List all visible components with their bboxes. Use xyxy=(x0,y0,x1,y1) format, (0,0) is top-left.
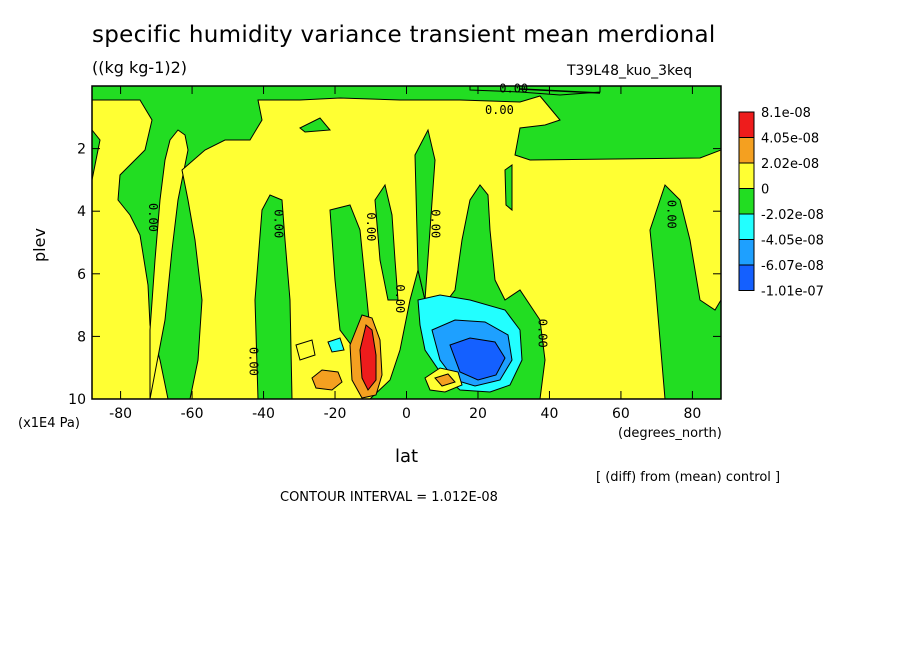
y-tick-label: 10 xyxy=(68,392,86,408)
legend-label: -1.01e-07 xyxy=(761,285,824,300)
legend-swatch xyxy=(738,188,755,215)
units-label: ((kg kg-1)2) xyxy=(92,58,188,77)
legend-swatch xyxy=(738,239,755,266)
contour-label: 0.00 xyxy=(246,347,260,376)
field-orange-left-blob xyxy=(311,369,343,391)
legend-label: -4.05e-08 xyxy=(761,234,824,249)
field-red-column xyxy=(359,324,377,391)
y-ticks: 2 4 6 8 10 xyxy=(68,142,721,408)
x-tick-label: -40 xyxy=(252,406,275,422)
x-ticks: -80 -60 -40 -20 0 20 40 60 80 xyxy=(109,86,701,422)
legend-label: 0 xyxy=(761,183,769,198)
diff-note: [ (diff) from (mean) control ] xyxy=(596,470,781,485)
legend-label: -6.07e-08 xyxy=(761,259,824,274)
field-green-island-4 xyxy=(414,128,436,301)
x-tick-label: 80 xyxy=(683,406,701,422)
x-tick-label: 60 xyxy=(612,406,630,422)
x-tick-label: 20 xyxy=(469,406,487,422)
field-orange-lump-10 xyxy=(434,373,456,387)
field-yellow-southwest xyxy=(149,129,189,399)
contour-interval-label: CONTOUR INTERVAL = 1.012E-08 xyxy=(280,490,498,505)
contour-labels: 0.00 0.00 0.00 0.00 0.00 0.00 0.00 0.00 0.00 0.00 xyxy=(146,81,678,376)
contour-label: 0.00 xyxy=(499,81,528,95)
legend-label: 4.05e-08 xyxy=(761,132,819,147)
y-tick-label: 4 xyxy=(77,204,86,220)
x-axis-units: (degrees_north) xyxy=(618,426,722,441)
legend-swatch xyxy=(738,162,755,189)
y-axis-label: plev xyxy=(30,228,49,262)
contour-label: 0.00 xyxy=(364,212,378,241)
x-tick-label: 0 xyxy=(402,406,411,422)
x-tick-label: -60 xyxy=(181,406,204,422)
contour-label: 0.00 xyxy=(146,203,160,232)
field-yellow-left-patch xyxy=(295,339,316,361)
run-id-label: T39L48_kuo_3keq xyxy=(567,63,693,79)
y-scale-note: (x1E4 Pa) xyxy=(18,416,80,431)
legend-swatch xyxy=(738,137,755,164)
legend-label: 2.02e-08 xyxy=(761,157,819,172)
contour-label: 0.00 xyxy=(536,319,550,348)
field-top-line xyxy=(519,88,601,94)
field-green-island-5 xyxy=(504,164,513,212)
legend-swatch xyxy=(738,111,755,138)
x-tick-label: -20 xyxy=(324,406,347,422)
field-blue-region xyxy=(449,337,506,381)
y-tick-label: 2 xyxy=(77,142,86,158)
contour-label: 0.00 xyxy=(429,209,443,238)
field-green-island-3 xyxy=(374,183,399,301)
contour-label: 0.00 xyxy=(271,209,285,238)
x-axis-label: lat xyxy=(395,446,419,467)
x-tick-label: -80 xyxy=(109,406,132,422)
legend-label: -2.02e-08 xyxy=(761,208,824,223)
contour-label: 0.00 xyxy=(485,103,514,117)
y-tick-label: 8 xyxy=(77,329,86,345)
y-tick-label: 6 xyxy=(77,267,86,283)
x-tick-label: 40 xyxy=(541,406,559,422)
field-cyan-small xyxy=(327,337,345,353)
legend-swatch xyxy=(738,213,755,240)
legend-label: 8.1e-08 xyxy=(761,106,811,121)
field-green-island-1 xyxy=(299,117,332,133)
color-legend: 8.1e-08 4.05e-08 2.02e-08 0 -2.02e-08 -4.05e-… xyxy=(738,106,824,300)
field-yellow-west xyxy=(92,99,169,399)
contour-label: 0.00 xyxy=(664,200,678,229)
chart-title: specific humidity variance transient mea… xyxy=(92,22,716,48)
contour-label: 0.00 xyxy=(393,284,407,313)
contour-fields xyxy=(92,86,721,399)
legend-swatch xyxy=(738,264,755,291)
field-yellow-mid xyxy=(181,95,721,399)
